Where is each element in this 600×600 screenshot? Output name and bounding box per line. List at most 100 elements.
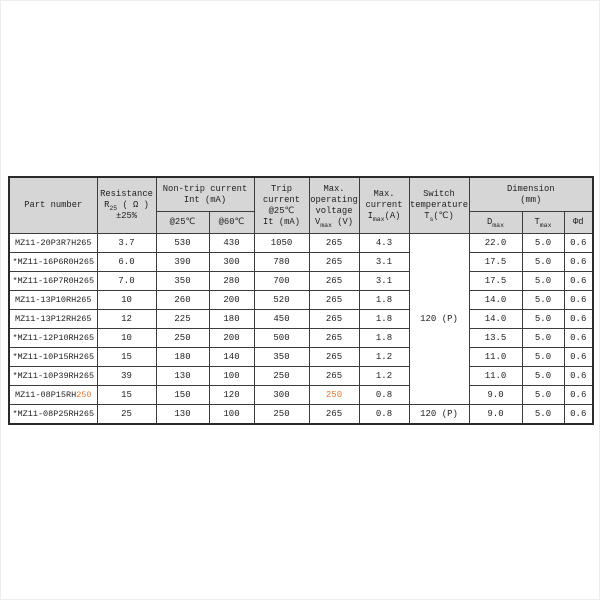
nontrip-25c-cell: 530 xyxy=(155,233,210,253)
max-voltage-cell: 265 xyxy=(308,347,360,367)
trip-current-cell: 250 xyxy=(253,404,310,425)
nontrip-60c-cell: 120 xyxy=(208,385,255,405)
trip-current-cell: 350 xyxy=(253,347,310,367)
col-header-dmax: Dmax xyxy=(468,211,523,234)
part-number-cell: MZ11-20P3R7H265 xyxy=(8,233,98,253)
dimension-tmax-cell: 5.0 xyxy=(521,290,565,310)
col-header-non-trip-current: Non-trip current Int (mA) xyxy=(155,176,255,212)
max-current-cell: 1.2 xyxy=(358,347,410,367)
col-header-switch-temperature: Switch temperature Ts(℃) xyxy=(408,176,470,234)
trip-current-cell: 520 xyxy=(253,290,310,310)
nontrip-25c-cell: 260 xyxy=(155,290,210,310)
part-number-cell: *MZ11-10P15RH265 xyxy=(8,347,98,367)
dimension-dmax-cell: 9.0 xyxy=(468,404,523,425)
nontrip-25c-cell: 180 xyxy=(155,347,210,367)
resistance-cell: 15 xyxy=(96,347,157,367)
trip-current-cell: 700 xyxy=(253,271,310,291)
col-header-trip-current: Trip current @25℃ It (mA) xyxy=(253,176,310,234)
resistance-cell: 3.7 xyxy=(96,233,157,253)
part-number-text: *MZ11-16P7R0H265 xyxy=(12,276,95,286)
switch-temperature-cell: 120 (P) xyxy=(408,404,470,425)
part-number-highlight: 250 xyxy=(76,390,92,400)
nontrip-25c-cell: 150 xyxy=(155,385,210,405)
trip-current-cell: 300 xyxy=(253,385,310,405)
dimension-dmax-cell: 11.0 xyxy=(468,347,523,367)
col-header-dimension: Dimension (mm) xyxy=(468,176,594,212)
nontrip-60c-cell: 430 xyxy=(208,233,255,253)
resistance-cell: 15 xyxy=(96,385,157,405)
nontrip-60c-cell: 280 xyxy=(208,271,255,291)
dimension-phid-cell: 0.6 xyxy=(563,290,594,310)
dimension-dmax-cell: 9.0 xyxy=(468,385,523,405)
part-number-text: *MZ11-08P25RH265 xyxy=(12,409,95,419)
dimension-dmax-cell: 14.0 xyxy=(468,290,523,310)
table-row: *MZ11-10P15RH265 15 180 140 350 265 1.2 11.0 5.0… xyxy=(8,347,594,367)
col-header-resistance: Resistance R25 ( Ω ) ±25% xyxy=(96,176,157,234)
max-current-cell: 0.8 xyxy=(358,385,410,405)
part-number-cell: *MZ11-16P7R0H265 xyxy=(8,271,98,291)
resistance-cell: 10 xyxy=(96,328,157,348)
dimension-tmax-cell: 5.0 xyxy=(521,233,565,253)
nontrip-25c-cell: 225 xyxy=(155,309,210,329)
table-row: *MZ11-12P10RH265 10 250 200 500 265 1.8 13.5 5.0… xyxy=(8,328,594,348)
part-number-text: *MZ11-10P15RH265 xyxy=(12,352,95,362)
nontrip-60c-cell: 180 xyxy=(208,309,255,329)
nontrip-60c-cell: 200 xyxy=(208,328,255,348)
dimension-phid-cell: 0.6 xyxy=(563,328,594,348)
dimension-phid-cell: 0.6 xyxy=(563,233,594,253)
max-current-cell: 1.8 xyxy=(358,290,410,310)
part-number-text: MZ11-08P15RH xyxy=(14,390,77,400)
part-number-text: MZ11-13P10RH265 xyxy=(14,295,92,305)
max-current-cell: 1.8 xyxy=(358,328,410,348)
nontrip-25c-cell: 130 xyxy=(155,366,210,386)
col-header-max-current: Max. current Imax(A) xyxy=(358,176,410,234)
col-header-phid: Φd xyxy=(563,211,594,234)
resistance-cell: 10 xyxy=(96,290,157,310)
max-current-cell: 3.1 xyxy=(358,271,410,291)
table-row: *MZ11-16P7R0H265 7.0 350 280 700 265 3.1 17.5 5.… xyxy=(8,271,594,291)
resistance-cell: 25 xyxy=(96,404,157,425)
max-voltage-cell: 265 xyxy=(308,233,360,253)
max-current-cell: 1.2 xyxy=(358,366,410,386)
col-header-at25: @25℃ xyxy=(155,211,210,234)
switch-temperature-cell: 120 (P) xyxy=(408,233,470,405)
nontrip-25c-cell: 350 xyxy=(155,271,210,291)
trip-current-cell: 780 xyxy=(253,252,310,272)
dimension-dmax-cell: 17.5 xyxy=(468,252,523,272)
dimension-dmax-cell: 22.0 xyxy=(468,233,523,253)
part-number-cell: MZ11-13P10RH265 xyxy=(8,290,98,310)
trip-current-cell: 450 xyxy=(253,309,310,329)
table-row: MZ11-13P12RH265 12 225 180 450 265 1.8 14.0 5.0 0… xyxy=(8,309,594,329)
dimension-phid-cell: 0.6 xyxy=(563,404,594,425)
col-header-at60: @60℃ xyxy=(208,211,255,234)
nontrip-60c-cell: 300 xyxy=(208,252,255,272)
table-row: MZ11-20P3R7H265 3.7 530 430 1050 265 4.3 120 (P… xyxy=(8,233,594,405)
dimension-dmax-cell: 14.0 xyxy=(468,309,523,329)
col-header-tmax: Tmax xyxy=(521,211,565,234)
nontrip-25c-cell: 390 xyxy=(155,252,210,272)
resistance-cell: 12 xyxy=(96,309,157,329)
nontrip-60c-cell: 200 xyxy=(208,290,255,310)
dimension-tmax-cell: 5.0 xyxy=(521,366,565,386)
max-voltage-cell: 265 xyxy=(308,290,360,310)
table-row: MZ11-08P15RH250 15 150 120 300 250 0.8 9.0 5.0 0.… xyxy=(8,385,594,405)
dimension-phid-cell: 0.6 xyxy=(563,366,594,386)
max-voltage-cell: 265 xyxy=(308,404,360,425)
max-current-cell: 1.8 xyxy=(358,309,410,329)
dimension-phid-cell: 0.6 xyxy=(563,309,594,329)
part-number-text: MZ11-13P12RH265 xyxy=(14,314,92,324)
part-number-text: *MZ11-12P10RH265 xyxy=(12,333,95,343)
dimension-tmax-cell: 5.0 xyxy=(521,271,565,291)
part-number-cell: *MZ11-08P25RH265 xyxy=(8,404,98,425)
dimension-tmax-cell: 5.0 xyxy=(521,309,565,329)
part-number-label: Part number xyxy=(24,200,83,210)
table-row: MZ11-13P10RH265 10 260 200 520 265 1.8 14.0 5.0 0… xyxy=(8,290,594,310)
table-row: *MZ11-08P25RH265 25 130 100 250 265 0.8 120 (P)… xyxy=(8,404,594,425)
part-number-text: *MZ11-10P39RH265 xyxy=(12,371,95,381)
max-voltage-cell: 265 xyxy=(308,271,360,291)
table-header: Part number Resistance R25 ( Ω ) ±25% No… xyxy=(8,176,594,234)
max-voltage-cell: 265 xyxy=(308,328,360,348)
dimension-dmax-cell: 13.5 xyxy=(468,328,523,348)
dimension-phid-cell: 0.6 xyxy=(563,385,594,405)
part-number-cell: MZ11-08P15RH250 xyxy=(8,385,98,405)
